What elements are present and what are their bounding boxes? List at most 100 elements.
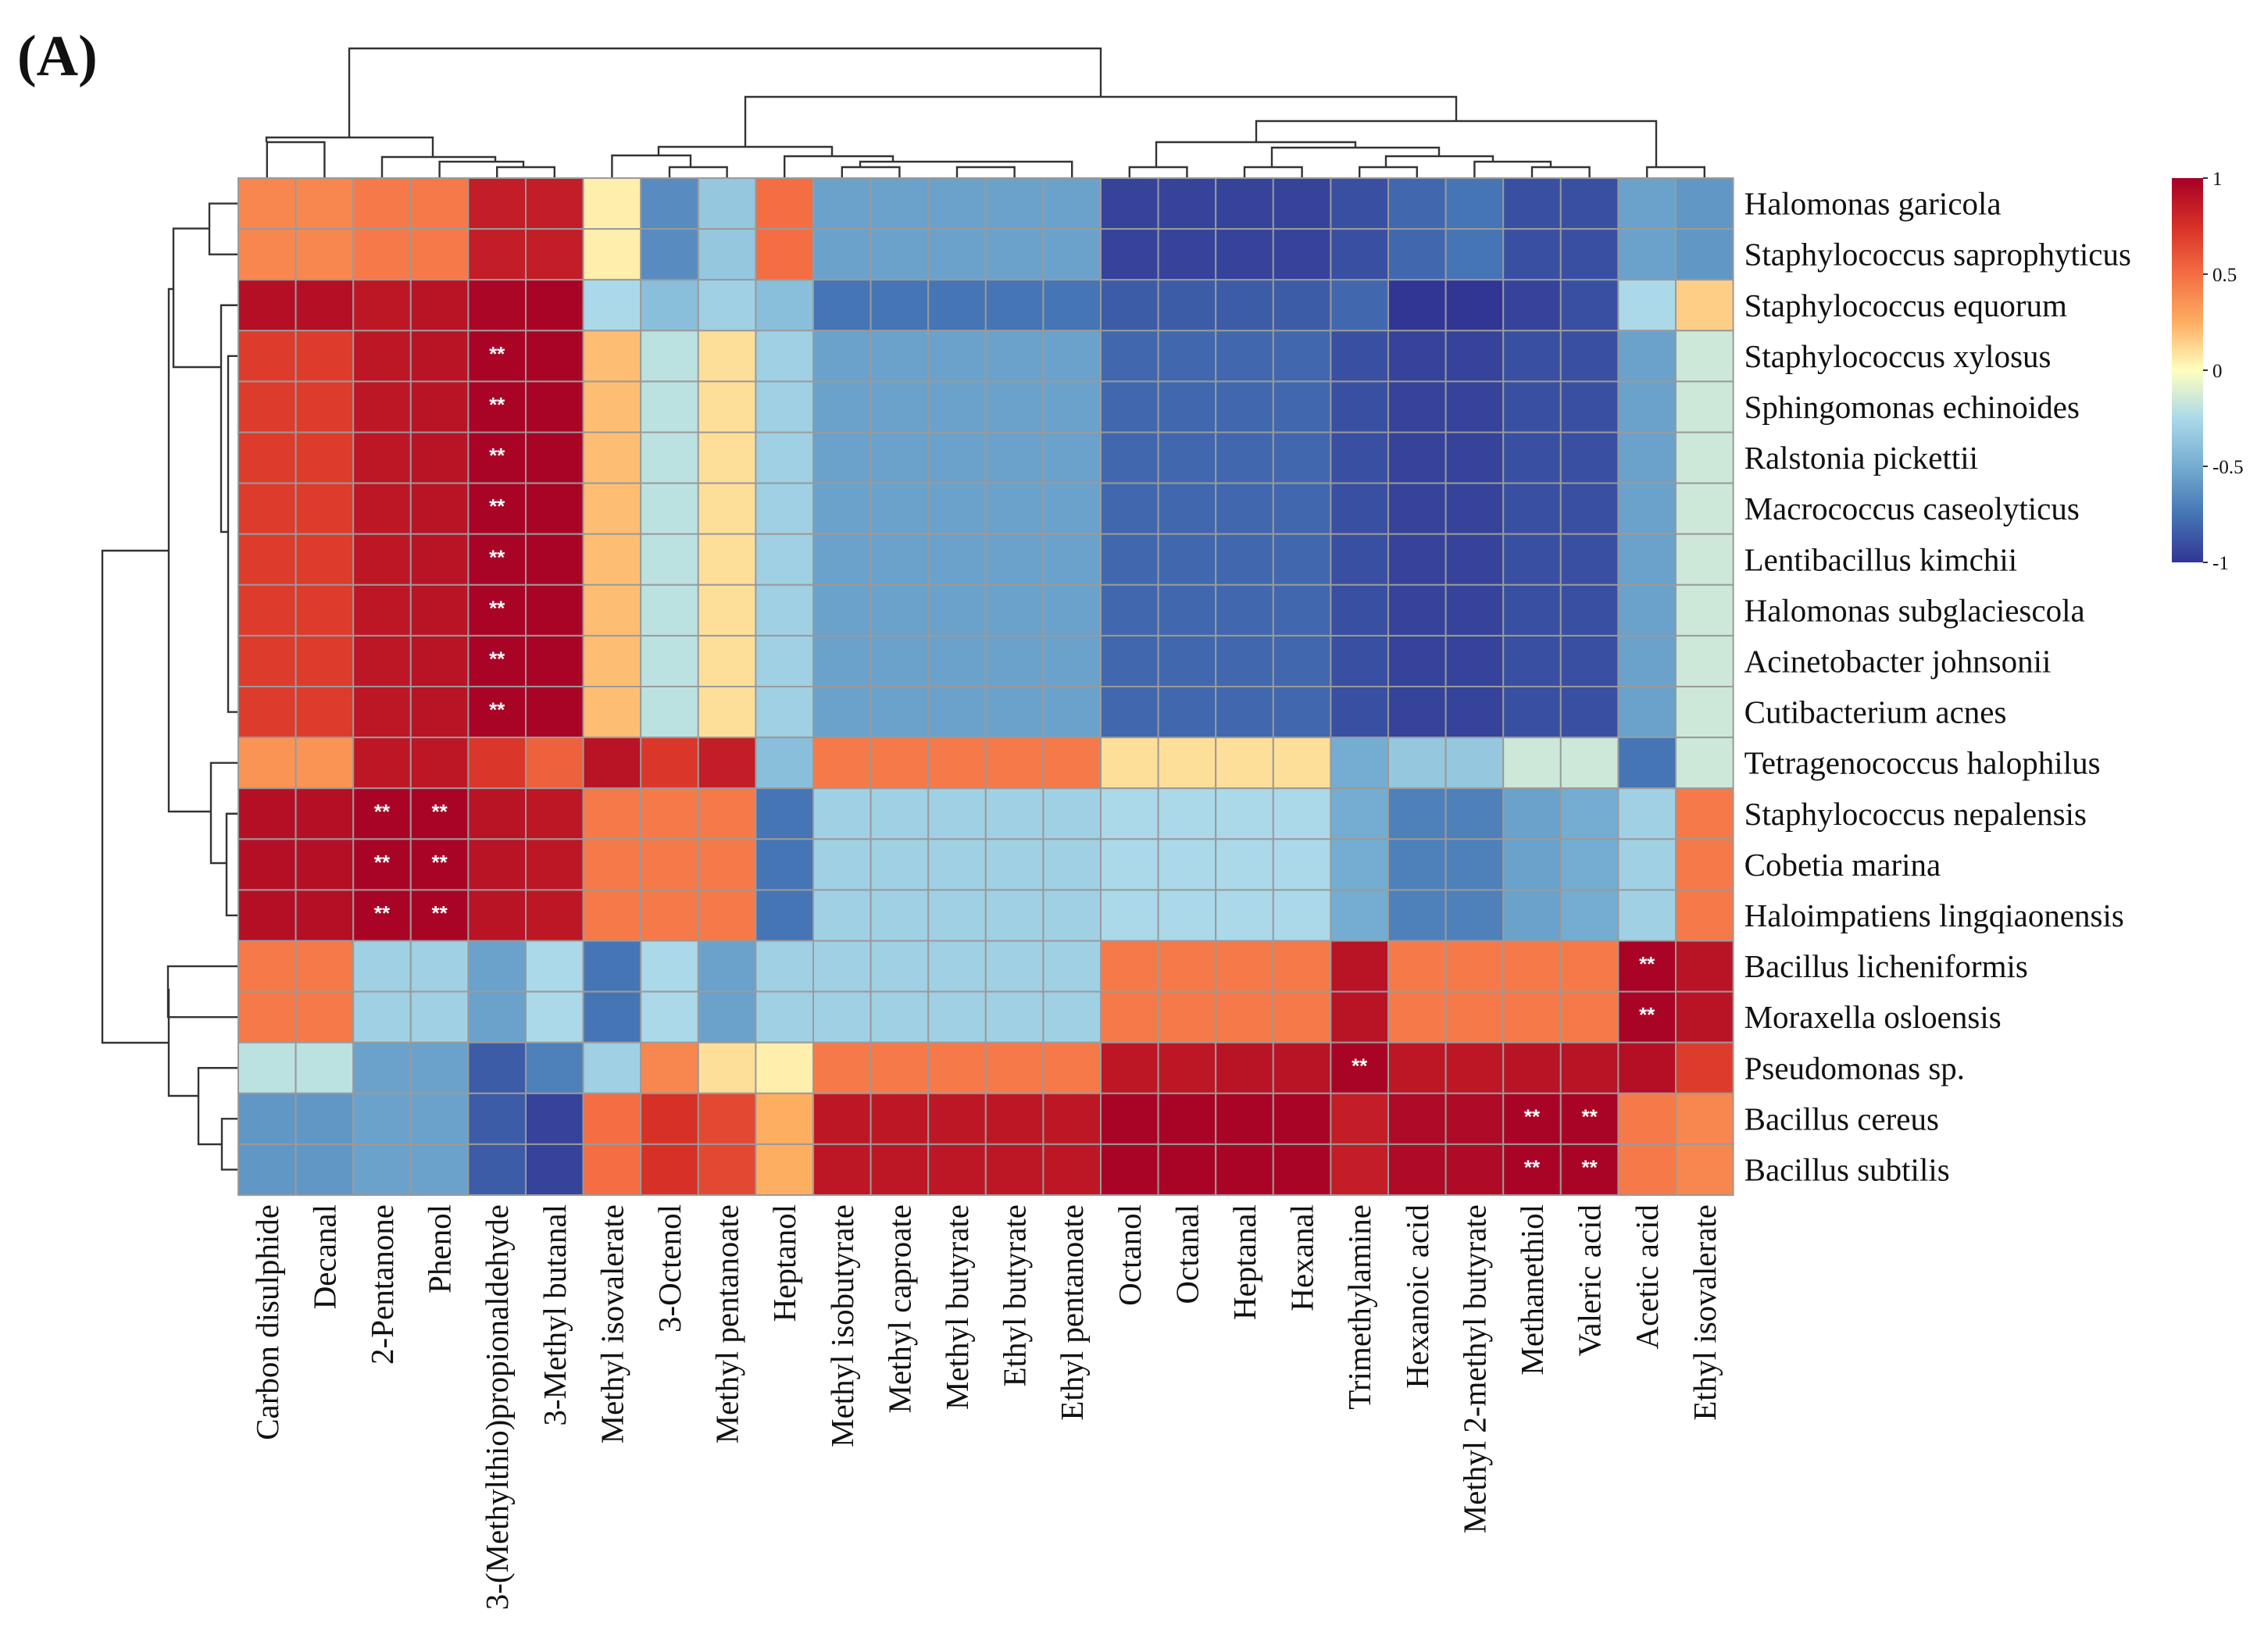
cell-pseudomonas-sp-methanethiol	[1502, 1041, 1562, 1094]
cell-ralstonia-pickettii-heptanal	[1215, 431, 1274, 484]
cell-bacillus-cereus-methyl-2-methyl-butyrate	[1444, 1092, 1505, 1145]
cell-ralstonia-pickettii-methyl-pentanoate	[697, 431, 757, 484]
column-label: 2-Pentanone	[364, 1204, 400, 1365]
cell-cutibacterium-acnes-ethyl-pentanoate	[1042, 686, 1102, 739]
cell-staphylococcus-saprophyticus-methyl-isobutyrate	[812, 228, 872, 281]
cell-bacillus-licheniformis-decanal	[295, 940, 355, 993]
cell-ralstonia-pickettii-heptanol	[755, 431, 815, 484]
cell-bacillus-licheniformis-methyl-caproate	[870, 940, 930, 993]
cell-acinetobacter-johnsonii-ethyl-isovalerate	[1675, 634, 1734, 688]
cell-cobetia-marina-phenol	[409, 838, 470, 891]
cell-sphingomonas-echinoides-octanol	[1100, 380, 1159, 434]
cell-cobetia-marina-methyl-caproate	[870, 838, 930, 891]
cell-lentibacillus-kimchii-methyl-2-methyl-butyrate	[1444, 533, 1505, 586]
column-label: Methanethiol	[1514, 1204, 1550, 1375]
heatmap-cells	[237, 177, 1734, 1197]
cell-bacillus-licheniformis-octanol	[1100, 940, 1159, 993]
cell-bacillus-subtilis-methyl-caproate	[870, 1143, 930, 1197]
cell-halomonas-subglaciescola-3-octenol	[640, 583, 699, 637]
significance-mark: **	[489, 545, 505, 569]
cell-bacillus-subtilis-ethyl-pentanoate	[1042, 1143, 1102, 1197]
column-labels: Carbon disulphide Decanal 2-Pentanone Pheno…	[249, 1204, 1723, 1610]
cell-staphylococcus-nepalensis-methyl-2-methyl-butyrate	[1444, 787, 1505, 840]
cell-halomonas-subglaciescola-hexanoic-acid	[1387, 583, 1447, 637]
cell-cutibacterium-acnes-methyl-2-methyl-butyrate	[1444, 686, 1505, 739]
cell-bacillus-cereus-phenol	[409, 1092, 470, 1145]
cell-tetragenococcus-halophilus-methyl-butyrate	[927, 737, 987, 790]
cell-tetragenococcus-halophilus-methanethiol	[1502, 737, 1562, 790]
cell-bacillus-cereus-acetic-acid	[1617, 1092, 1677, 1145]
cell-lentibacillus-kimchii-phenol	[409, 533, 470, 586]
cell-lentibacillus-kimchii-ethyl-pentanoate	[1042, 533, 1102, 586]
cell-bacillus-licheniformis-3-methylthio-propionaldehyde	[467, 940, 527, 993]
cell-sphingomonas-echinoides-trimethylamine	[1330, 380, 1390, 434]
cell-sphingomonas-echinoides-methyl-caproate	[870, 380, 930, 434]
cell-lentibacillus-kimchii-decanal	[295, 533, 355, 586]
cell-tetragenococcus-halophilus-valeric-acid	[1559, 737, 1619, 790]
cell-halomonas-garicola-octanol	[1100, 177, 1159, 230]
cell-lentibacillus-kimchii-carbon-disulphide	[237, 533, 297, 586]
cell-macrococcus-caseolyticus-methyl-isobutyrate	[812, 482, 872, 535]
cell-staphylococcus-nepalensis-3-octenol	[640, 787, 699, 840]
cell-haloimpatiens-lingqiaonensis-methyl-isobutyrate	[812, 889, 872, 942]
cell-haloimpatiens-lingqiaonensis-phenol	[409, 889, 470, 942]
cell-acinetobacter-johnsonii-ethyl-pentanoate	[1042, 634, 1102, 688]
column-label: Ethyl isovalerate	[1687, 1204, 1723, 1421]
cell-cutibacterium-acnes-2-pentanone	[352, 686, 412, 739]
cell-staphylococcus-xylosus-3-methyl-butanal	[525, 330, 584, 383]
cell-haloimpatiens-lingqiaonensis-methyl-2-methyl-butyrate	[1444, 889, 1505, 942]
cell-staphylococcus-nepalensis-heptanal	[1215, 787, 1274, 840]
cell-halomonas-garicola-methyl-pentanoate	[697, 177, 757, 230]
cell-staphylococcus-xylosus-methyl-pentanoate	[697, 330, 757, 383]
cell-halomonas-subglaciescola-methyl-isobutyrate	[812, 583, 872, 637]
column-dendrogram-branch	[1128, 166, 1188, 178]
cell-moraxella-osloensis-heptanal	[1215, 990, 1274, 1044]
cell-cobetia-marina-octanol	[1100, 838, 1159, 891]
cell-cutibacterium-acnes-methyl-pentanoate	[697, 686, 757, 739]
cell-pseudomonas-sp-heptanol	[755, 1041, 815, 1094]
cell-staphylococcus-saprophyticus-hexanoic-acid	[1387, 228, 1447, 281]
cell-cutibacterium-acnes-methyl-isobutyrate	[812, 686, 872, 739]
cell-sphingomonas-echinoides-ethyl-butyrate	[984, 380, 1045, 434]
cell-tetragenococcus-halophilus-acetic-acid	[1617, 737, 1677, 790]
cell-staphylococcus-nepalensis-octanol	[1100, 787, 1159, 840]
cell-tetragenococcus-halophilus-hexanoic-acid	[1387, 737, 1447, 790]
cell-staphylococcus-nepalensis-3-methyl-butanal	[525, 787, 584, 840]
cell-haloimpatiens-lingqiaonensis-methyl-isovalerate	[582, 889, 642, 942]
row-dendrogram-branch	[197, 1067, 238, 1146]
cell-sphingomonas-echinoides-ethyl-isovalerate	[1675, 380, 1734, 434]
cell-cobetia-marina-ethyl-butyrate	[984, 838, 1045, 891]
cell-lentibacillus-kimchii-octanol	[1100, 533, 1159, 586]
cell-bacillus-cereus-ethyl-butyrate	[984, 1092, 1045, 1145]
cell-halomonas-garicola-heptanal	[1215, 177, 1274, 230]
cell-cutibacterium-acnes-methyl-butyrate	[927, 686, 987, 739]
significance-mark: **	[431, 851, 448, 874]
legend-tick-label: 0.5	[2212, 265, 2237, 286]
cell-bacillus-licheniformis-hexanoic-acid	[1387, 940, 1447, 993]
cell-staphylococcus-saprophyticus-carbon-disulphide	[237, 228, 297, 281]
cell-halomonas-garicola-ethyl-isovalerate	[1675, 177, 1734, 230]
cell-bacillus-licheniformis-methyl-butyrate	[927, 940, 987, 993]
cell-haloimpatiens-lingqiaonensis-3-octenol	[640, 889, 699, 942]
cell-halomonas-garicola-methyl-butyrate	[927, 177, 987, 230]
significance-mark: **	[489, 698, 505, 722]
column-dendrogram-branch	[1155, 141, 1357, 167]
cell-bacillus-subtilis-ethyl-butyrate	[984, 1143, 1045, 1197]
cell-halomonas-garicola-hexanal	[1272, 177, 1332, 230]
cell-staphylococcus-equorum-ethyl-butyrate	[984, 279, 1045, 332]
cell-halomonas-subglaciescola-heptanol	[755, 583, 815, 637]
row-dendrogram-branch	[208, 202, 238, 255]
row-dendrogram-branch	[220, 1118, 238, 1171]
significance-mark: **	[489, 444, 505, 467]
cell-haloimpatiens-lingqiaonensis-octanal	[1157, 889, 1217, 942]
column-label: Heptanol	[766, 1204, 802, 1322]
cell-moraxella-osloensis-ethyl-butyrate	[984, 990, 1045, 1044]
cell-acinetobacter-johnsonii-3-methylthio-propionaldehyde	[467, 634, 527, 688]
cell-sphingomonas-echinoides-methyl-butyrate	[927, 380, 987, 434]
cell-tetragenococcus-halophilus-phenol	[409, 737, 470, 790]
cell-cutibacterium-acnes-ethyl-butyrate	[984, 686, 1045, 739]
cell-lentibacillus-kimchii-trimethylamine	[1330, 533, 1390, 586]
cell-halomonas-subglaciescola-octanol	[1100, 583, 1159, 637]
cell-halomonas-subglaciescola-ethyl-pentanoate	[1042, 583, 1102, 637]
cell-haloimpatiens-lingqiaonensis-ethyl-isovalerate	[1675, 889, 1734, 942]
